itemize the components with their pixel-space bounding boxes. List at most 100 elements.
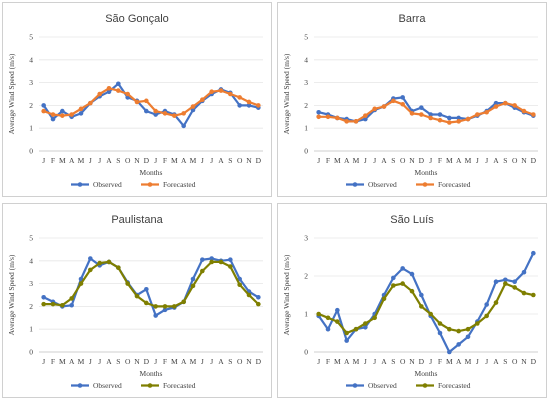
x-tick-label: A (456, 357, 462, 366)
data-point-observed (344, 338, 349, 343)
data-point-forecasted (447, 326, 452, 332)
x-tick-label: M (78, 156, 85, 165)
x-tick-label: D (144, 156, 150, 165)
data-point-observed (400, 266, 405, 271)
y-axis-label: Average Wind Speed (m/s) (7, 254, 16, 335)
data-point-observed (69, 302, 74, 308)
x-tick-label: J (210, 156, 213, 165)
y-tick-label: 1 (304, 124, 308, 133)
data-point-observed (325, 326, 331, 332)
x-tick-label: M (334, 357, 341, 366)
data-point-forecasted (316, 114, 321, 120)
chart-panel-sao-goncalo: São Gonçalo 0 1 2 3 4 5 J F M A M J J A S O N D J F M A M J J A S O N… (2, 2, 272, 197)
x-tick-label: F (51, 156, 55, 165)
data-point-forecasted (60, 113, 65, 118)
legend-swatch-marker (147, 182, 153, 187)
y-tick-label: 0 (29, 147, 33, 156)
x-tick-label: F (163, 357, 167, 366)
data-point-forecasted (493, 300, 499, 305)
data-point-observed (88, 256, 93, 261)
data-point-forecasted (41, 301, 46, 307)
x-tick-label: D (144, 357, 150, 366)
data-point-observed (400, 95, 405, 100)
y-tick-label: 1 (29, 124, 33, 133)
data-point-forecasted (335, 319, 340, 324)
data-point-observed (190, 276, 196, 282)
data-point-forecasted (200, 268, 205, 274)
y-tick-label: 2 (304, 101, 308, 110)
y-tick-label: 1 (29, 325, 33, 334)
data-point-forecasted (381, 296, 387, 302)
x-tick-label: J (210, 357, 213, 366)
x-tick-label: A (381, 357, 387, 366)
y-tick-label: 3 (29, 78, 33, 87)
data-point-observed (78, 111, 84, 116)
data-point-forecasted (493, 104, 499, 109)
x-tick-label: D (419, 357, 425, 366)
y-tick-label: 2 (29, 101, 33, 110)
data-point-forecasted (512, 285, 517, 290)
x-tick-label: M (465, 357, 472, 366)
x-tick-label: J (42, 156, 45, 165)
data-point-observed (419, 105, 424, 110)
data-point-forecasted (172, 304, 177, 309)
data-point-forecasted (88, 100, 93, 106)
data-point-forecasted (475, 112, 480, 117)
x-tick-label: A (218, 156, 224, 165)
data-point-forecasted (181, 299, 186, 305)
x-tick-label: O (400, 156, 406, 165)
data-point-observed (512, 279, 517, 284)
data-point-forecasted (218, 88, 224, 93)
data-point-forecasted (531, 292, 536, 298)
legend-label: Observed (93, 180, 122, 189)
x-tick-label: D (256, 156, 262, 165)
legend-swatch-marker (77, 182, 83, 187)
data-point-forecasted (106, 259, 112, 265)
x-tick-label: J (485, 156, 488, 165)
x-tick-label: S (116, 156, 120, 165)
data-point-observed (363, 325, 368, 330)
data-point-forecasted (69, 296, 74, 301)
x-tick-label: O (512, 156, 518, 165)
chart-title: Paulistana (111, 214, 163, 226)
x-tick-label: A (218, 357, 224, 366)
data-point-forecasted (400, 101, 405, 107)
y-axis-label: Average Wind Speed (m/s) (7, 53, 16, 134)
x-tick-label: S (116, 357, 120, 366)
x-tick-label: M (353, 357, 360, 366)
x-tick-label: M (446, 357, 453, 366)
data-point-forecasted (41, 108, 46, 114)
y-axis-label: Average Wind Speed (m/s) (282, 254, 291, 335)
data-point-forecasted (97, 260, 102, 266)
x-tick-label: A (344, 156, 350, 165)
x-tick-label: F (438, 357, 442, 366)
data-point-observed (484, 302, 489, 307)
x-tick-label: J (429, 156, 432, 165)
data-point-forecasted (363, 321, 368, 326)
data-point-forecasted (419, 112, 424, 117)
legend-label: Observed (93, 381, 122, 390)
x-tick-label: N (521, 357, 527, 366)
x-tick-label: A (181, 156, 187, 165)
x-tick-label: M (171, 156, 178, 165)
x-tick-label: J (98, 156, 101, 165)
data-point-forecasted (447, 120, 452, 125)
x-tick-label: O (125, 357, 131, 366)
data-point-forecasted (409, 111, 415, 116)
data-point-observed (493, 100, 499, 106)
data-point-forecasted (316, 311, 321, 317)
y-tick-label: 5 (29, 33, 33, 42)
data-point-observed (493, 279, 499, 284)
data-point-forecasted (125, 281, 130, 286)
x-axis-label: Months (415, 168, 438, 177)
data-point-forecasted (78, 281, 84, 286)
x-tick-label: J (154, 357, 157, 366)
x-tick-label: J (42, 357, 45, 366)
data-point-forecasted (246, 99, 252, 105)
x-tick-label: N (521, 156, 527, 165)
data-point-forecasted (172, 113, 177, 118)
series-line-observed (317, 96, 535, 123)
